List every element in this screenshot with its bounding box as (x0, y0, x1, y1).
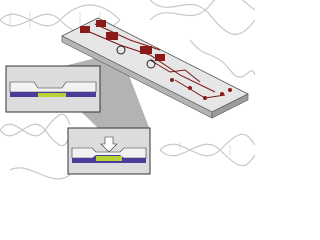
dna-strand (189, 39, 255, 78)
illustration (0, 0, 255, 180)
chamber (106, 32, 118, 40)
sample (38, 93, 66, 97)
dna-strand (159, 143, 255, 167)
port (220, 92, 224, 96)
page (0, 0, 255, 180)
valve-highlight (146, 59, 156, 69)
sample (96, 156, 122, 161)
dna-strand (0, 113, 71, 137)
port (188, 86, 192, 90)
dna-strand (149, 0, 255, 35)
chamber (155, 54, 165, 61)
chip-end (211, 93, 249, 119)
chamber (80, 26, 90, 33)
chamber (96, 20, 106, 27)
channel (149, 59, 201, 83)
dna-strand (149, 0, 255, 21)
dna-strand (9, 167, 71, 180)
dna-background (0, 0, 255, 180)
pressure-arrow (100, 136, 118, 153)
chamber (140, 46, 152, 54)
port (203, 96, 207, 100)
port (170, 78, 174, 82)
valve-highlight (116, 45, 126, 55)
dna-strand (159, 133, 255, 157)
port (228, 88, 232, 92)
dna-strand (0, 123, 71, 147)
chip-chambers (80, 20, 232, 100)
